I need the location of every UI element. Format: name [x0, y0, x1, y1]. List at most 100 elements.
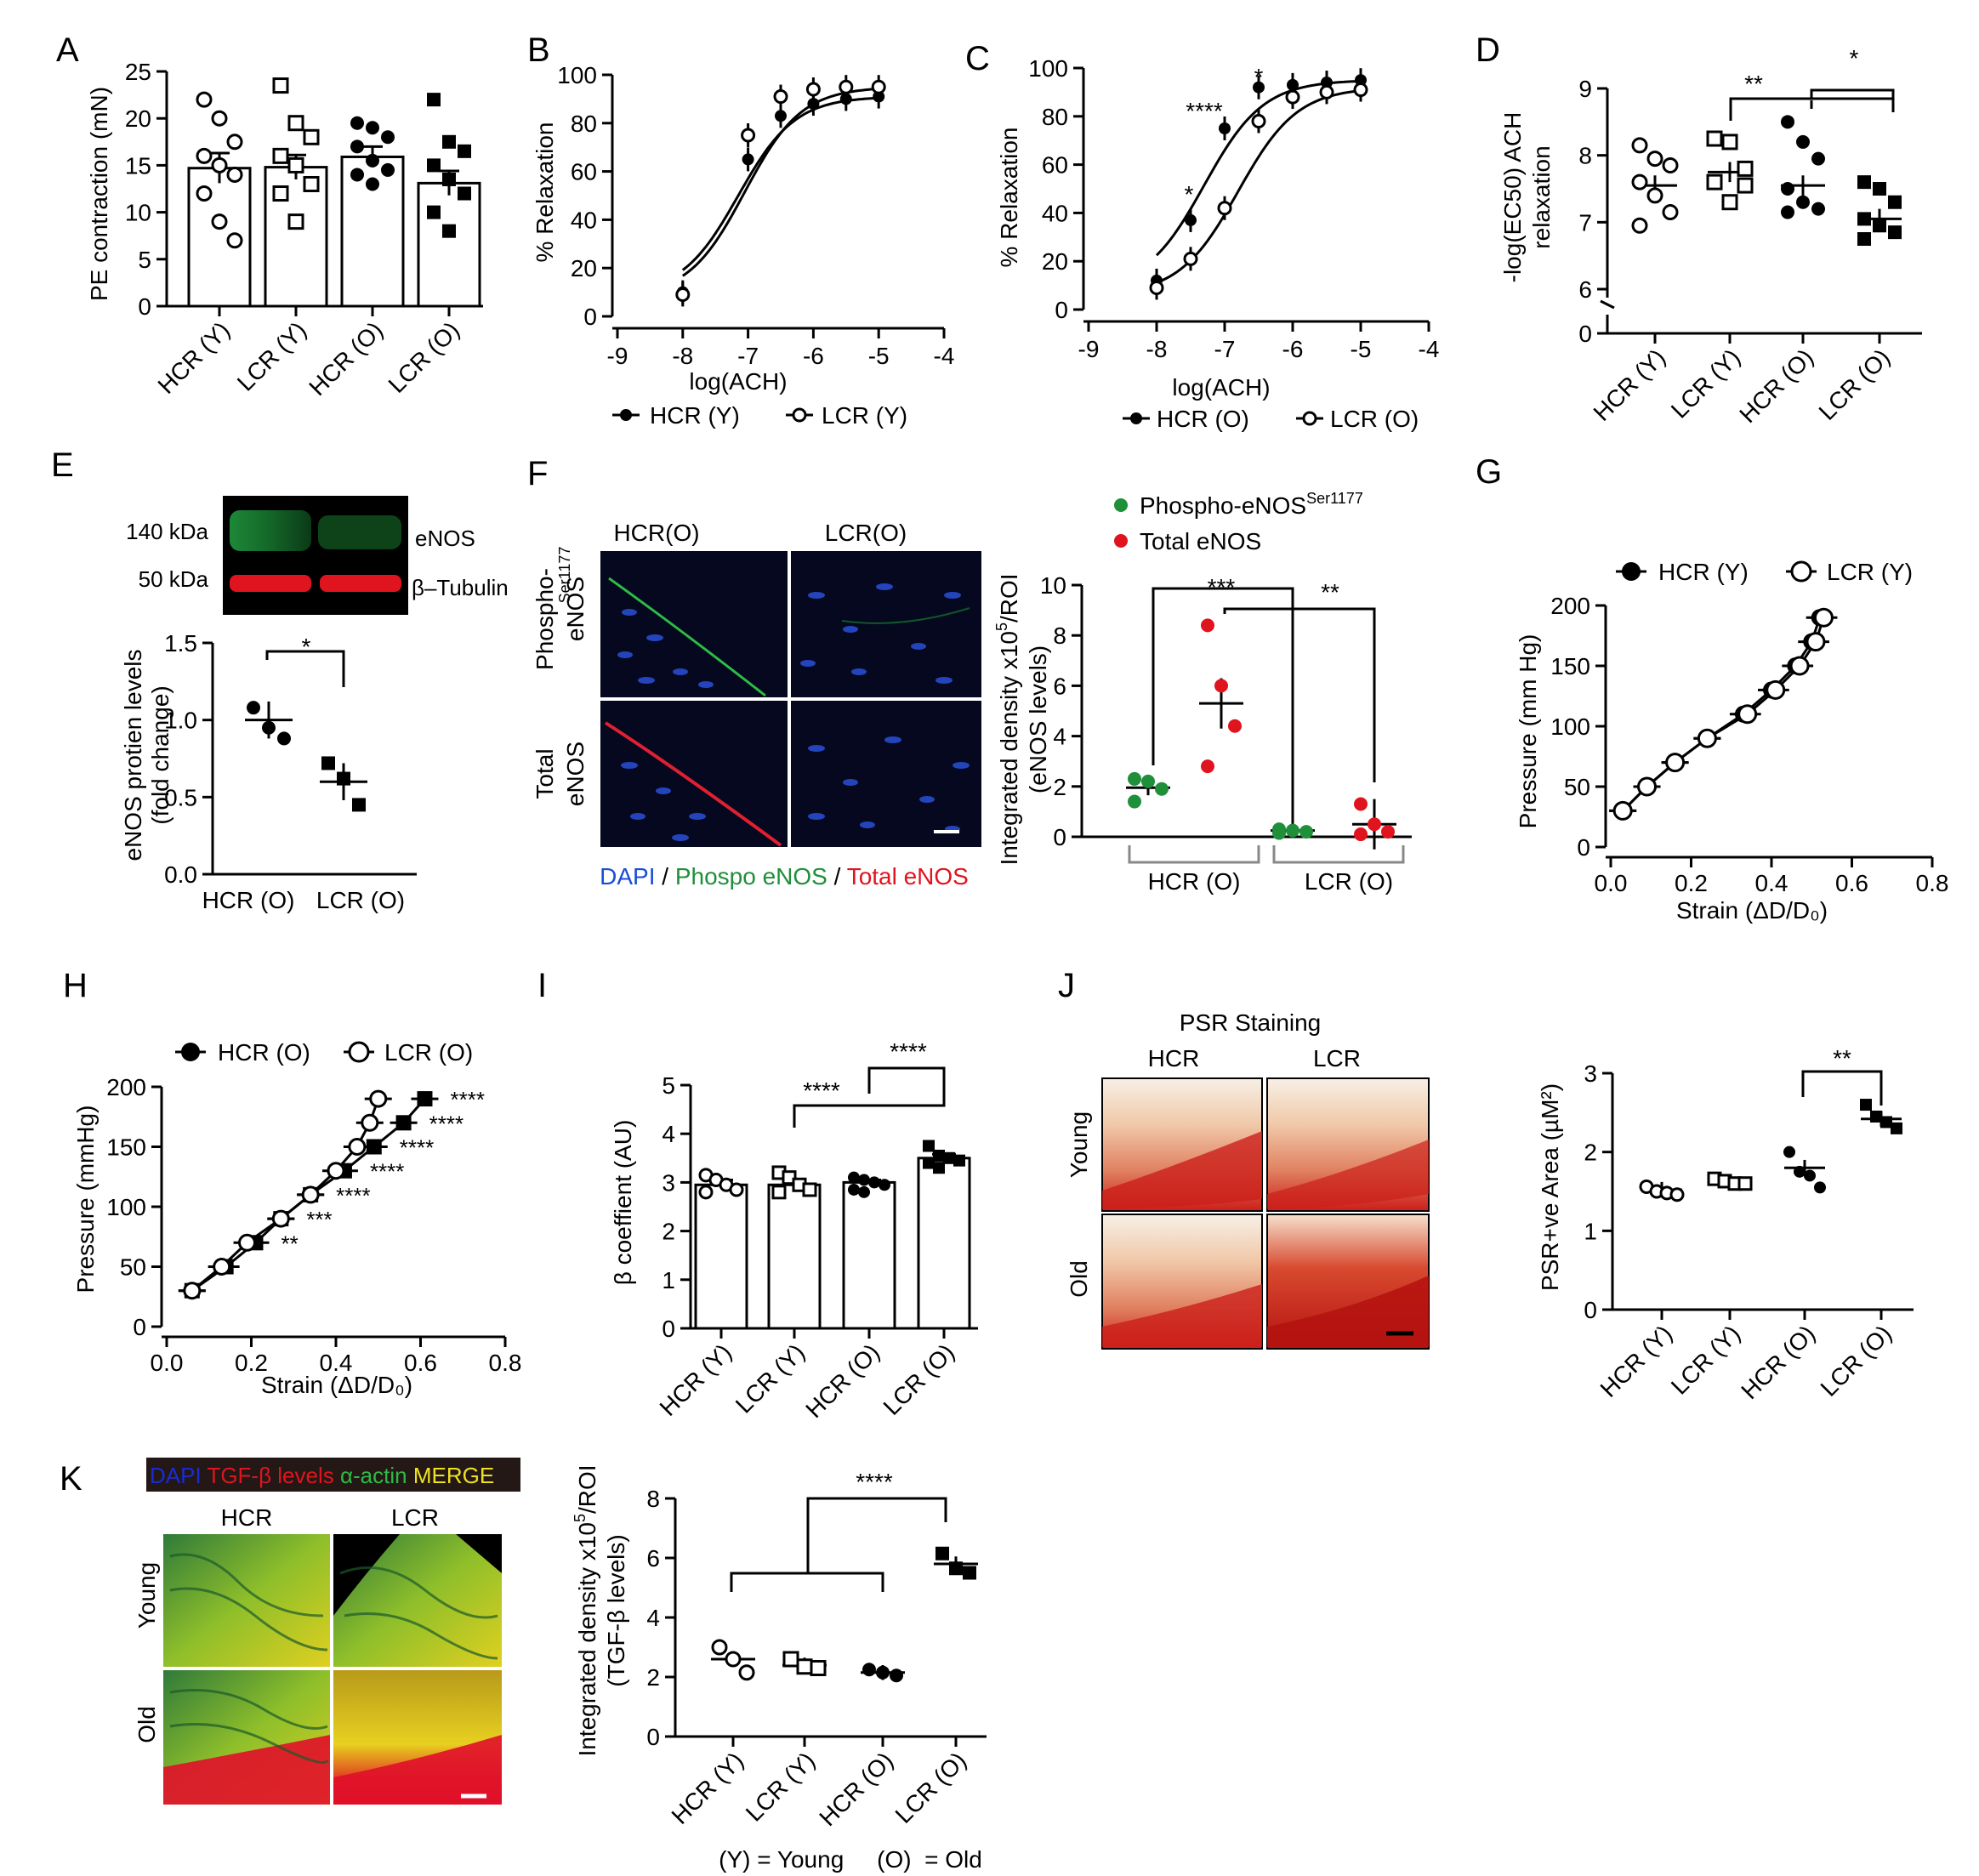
data-point	[1811, 151, 1825, 166]
y-axis-label: Pressure (mm Hg)	[1515, 634, 1541, 829]
data-point	[271, 1209, 290, 1228]
sig-star: ****	[450, 1087, 484, 1112]
data-point	[1697, 728, 1717, 748]
y-tick-label: 100	[1550, 713, 1590, 740]
bar	[694, 1183, 748, 1330]
x-tick-label: 0.2	[1675, 870, 1708, 896]
caption-total: Total eNOS	[847, 863, 969, 890]
data-point	[1253, 81, 1265, 94]
y-tick-label: 8	[1578, 143, 1592, 169]
bar	[842, 1180, 896, 1330]
data-point	[848, 1171, 860, 1184]
legend: Phospho-eNOSSer1177 Total eNOS	[1114, 490, 1363, 554]
data-point	[196, 147, 213, 164]
x-tick-label: HCR (O)	[1736, 1320, 1820, 1404]
row-label-phospho-sup: Ser1177	[556, 547, 573, 604]
legend-hcr-o: HCR (O)	[1157, 406, 1249, 432]
panel-d: D -log(EC50) ACH relaxation ** * 0 6 7 8 9 HC…	[1476, 31, 1922, 428]
plot-i: 0 1 2 3 4 5 HCR (Y)LCR (Y)HCR (O)LCR (O)	[655, 1072, 978, 1423]
y-axis-label: Pressure (mmHg)	[72, 1106, 99, 1293]
x-tick-label: LCR (Y)	[232, 316, 311, 395]
y-tick-label: 3	[1584, 1060, 1597, 1087]
plot-j: 0 1 2 3 HCR (Y)LCR (Y)HCR (O)LCR (O)	[1584, 1060, 1914, 1404]
data-point	[238, 1233, 257, 1252]
y-tick-label: 80	[1042, 104, 1068, 130]
x-tick-label: LCR (O)	[1814, 344, 1896, 425]
sig-bracket	[730, 1497, 947, 1592]
sig-star: ****	[1186, 98, 1223, 124]
data-point	[1286, 823, 1299, 838]
data-point	[949, 1561, 963, 1576]
y-tick-label: 20	[571, 255, 597, 281]
data-point	[1128, 794, 1141, 809]
data-point	[771, 1185, 787, 1200]
x-tick-label: LCR (O)	[1816, 1320, 1897, 1401]
y-tick-label: 40	[571, 207, 597, 233]
sig-star: *	[302, 634, 311, 660]
plot-a: 0 5 10 15 20 25 HCR (Y)LCR (Y)HCR (O)LCR (O)	[125, 59, 483, 401]
y-tick-label: 150	[1550, 653, 1590, 679]
data-point	[1669, 1187, 1685, 1202]
panel-h: H HCR (O) LCR (O) Pressure (mmHg) Strain…	[63, 967, 521, 1398]
sig-bracket	[1801, 1070, 1883, 1106]
data-point	[226, 166, 243, 183]
bar	[417, 181, 481, 308]
data-point	[848, 1183, 860, 1196]
data-point	[782, 1651, 799, 1668]
data-point	[366, 1139, 382, 1155]
y-tick-label: 60	[1042, 152, 1068, 179]
x-tick-label: HCR (Y)	[667, 1747, 749, 1829]
data-point	[366, 121, 379, 135]
y-tick-label: 0	[1584, 1297, 1597, 1323]
caption-dapi: DAPI	[600, 863, 655, 890]
col-label-lcr: LCR	[391, 1504, 439, 1531]
y-tick-label: 150	[106, 1134, 146, 1161]
y-tick-label: 1.0	[164, 708, 197, 734]
data-point	[858, 1174, 870, 1186]
data-point	[287, 156, 304, 173]
legend-lcr-y: LCR (Y)	[822, 402, 907, 429]
data-point	[458, 144, 471, 158]
y-axis-label: PE contraction (mN)	[86, 87, 112, 301]
y-tick-label: 2	[1053, 774, 1066, 800]
y-tick-label: 5	[662, 1072, 675, 1099]
data-point	[1891, 1122, 1902, 1134]
y-tick-label: 6	[1578, 276, 1592, 303]
x-axis-label: Strain (ΔD/D₀)	[1676, 897, 1828, 924]
x-tick-label: HCR (Y)	[1595, 1320, 1678, 1402]
data-point	[935, 1546, 949, 1560]
data-point	[1806, 632, 1826, 652]
data-point	[366, 177, 379, 191]
panel-f: F HCR(O) LCR(O) Ph	[527, 455, 1412, 895]
x-tick-label: HCR (O)	[814, 1747, 898, 1831]
x-tick-label: LCR (O)	[890, 1747, 972, 1828]
data-point	[1662, 156, 1679, 173]
row-label-young: Young	[1066, 1111, 1092, 1178]
data-point	[1804, 1169, 1816, 1182]
stain-caption: DAPI / Phospo eNOS / Total eNOS	[600, 863, 969, 890]
data-point	[871, 79, 886, 94]
data-point	[1783, 1145, 1795, 1158]
data-point	[943, 1151, 955, 1164]
data-point	[1794, 1165, 1806, 1178]
data-point	[1217, 201, 1232, 216]
y-axis-label-2: (eNOS levels)	[1025, 645, 1051, 793]
data-point	[1631, 137, 1648, 154]
legend: HCR (O) LCR (O)	[175, 1039, 473, 1066]
data-point	[361, 1113, 379, 1132]
data-point	[1201, 618, 1214, 633]
panel-k: K DAPI TGF-β levels α-actin MERGE HCR LC…	[60, 1458, 987, 1873]
y-axis-label: eNOS protien levels	[120, 649, 146, 861]
x-tick-label: LCR (O)	[879, 1339, 960, 1420]
caption-phospho: Phospo eNOS	[675, 863, 827, 890]
legend: HCR (Y) LCR (Y)	[1616, 559, 1913, 585]
data-point	[1183, 251, 1198, 266]
x-tick-label: LCR (Y)	[731, 1339, 810, 1418]
data-point	[303, 175, 320, 192]
sig-star: ****	[336, 1183, 370, 1208]
data-point	[211, 156, 228, 173]
x-tick-label: 0.0	[151, 1350, 184, 1376]
data-point	[1381, 825, 1395, 839]
data-point	[287, 213, 304, 230]
